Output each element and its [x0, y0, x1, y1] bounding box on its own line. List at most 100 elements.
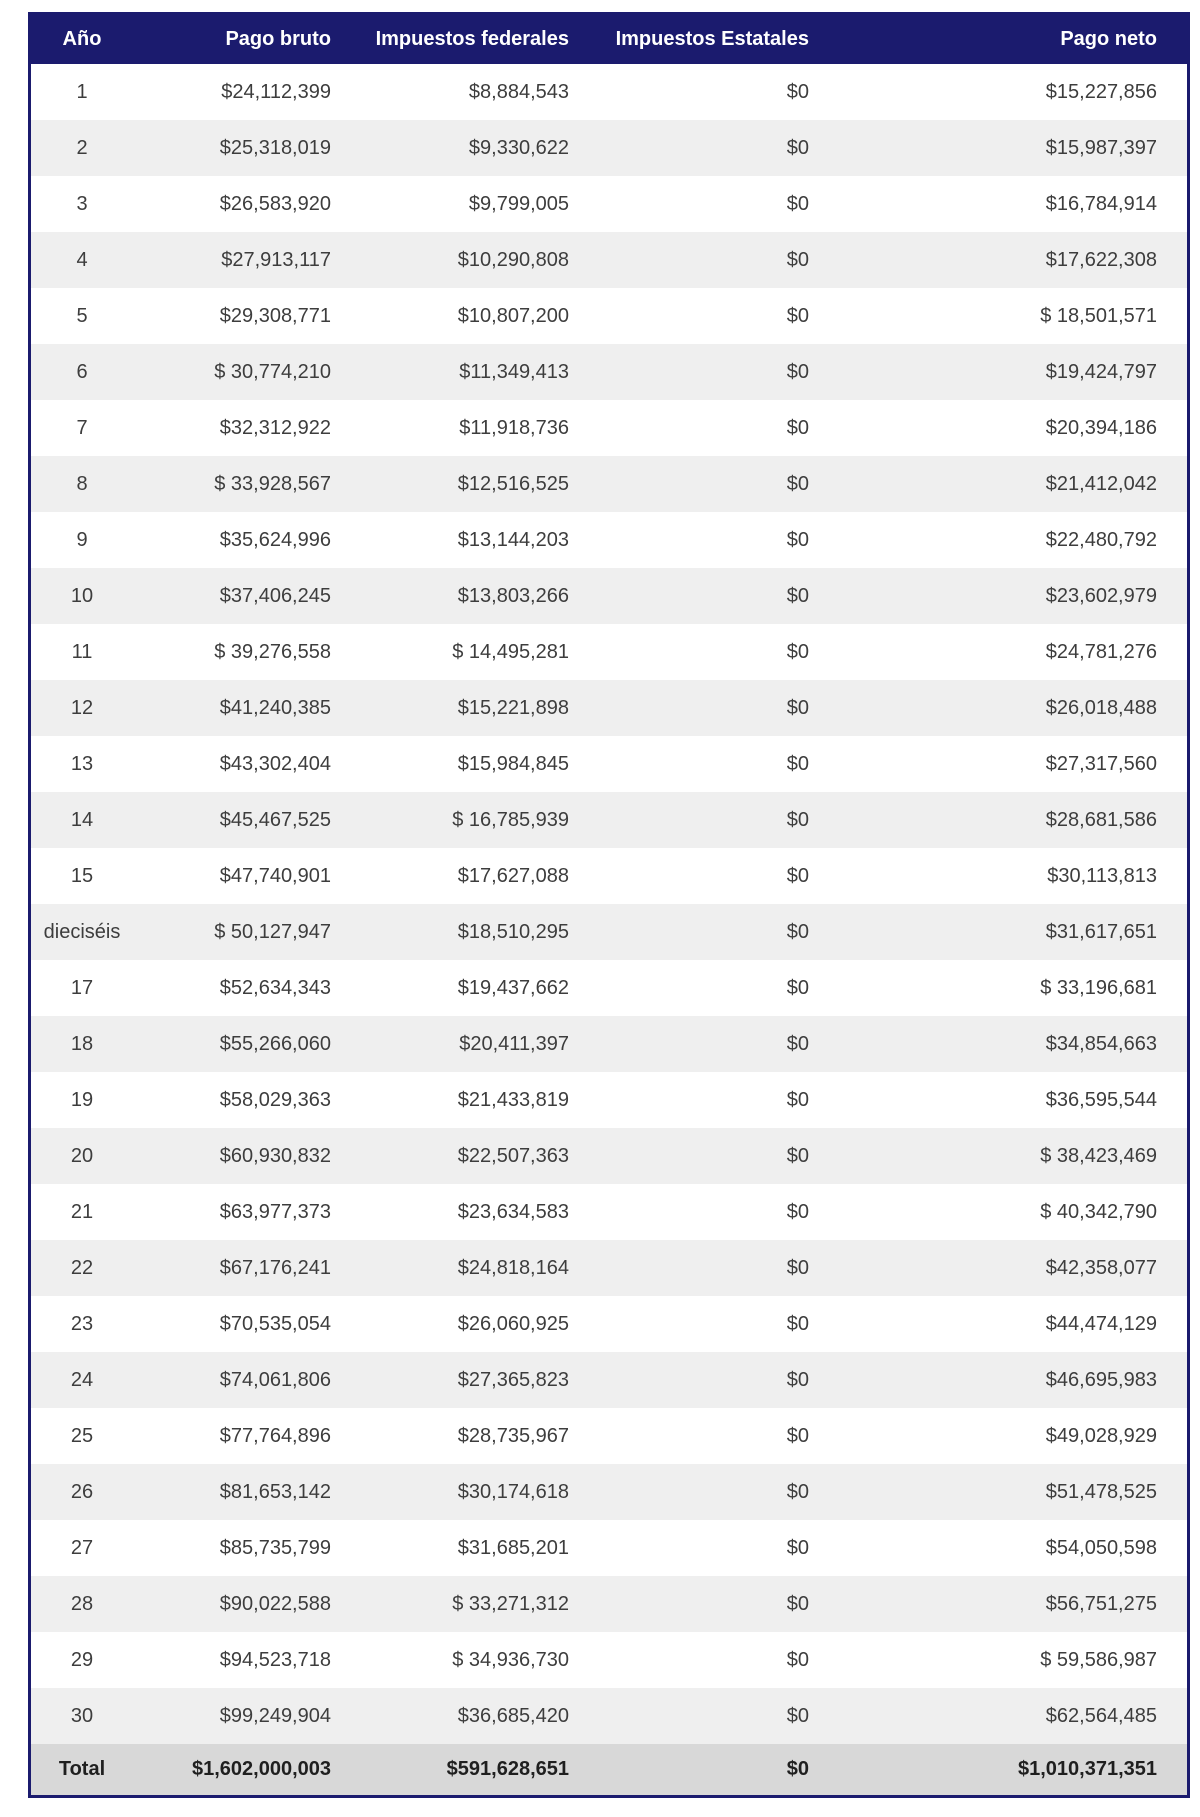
table-row: 22 $67,176,241 $24,818,164 $0 $42,358,077	[31, 1240, 1187, 1296]
federal-tax-cell: $10,290,808	[457, 248, 569, 271]
net-pay-cell: $31,617,651	[1045, 920, 1157, 943]
year-cell: 18	[70, 1032, 94, 1055]
year-cell: 3	[76, 192, 88, 215]
gross-pay-cell: $55,266,060	[219, 1032, 331, 1055]
year-cell: 11	[71, 640, 93, 663]
gross-pay-cell: $41,240,385	[219, 696, 331, 719]
year-cell: 21	[70, 1200, 94, 1223]
net-pay-cell: $ 18,501,571	[1040, 304, 1157, 327]
net-pay-cell: $ 59,586,987	[1040, 1648, 1157, 1671]
federal-tax-cell: $8,884,543	[468, 80, 569, 103]
year-cell: 6	[76, 360, 88, 383]
state-tax-cell: $0	[786, 584, 809, 607]
net-pay-cell: $20,394,186	[1045, 416, 1157, 439]
total-federal-tax-cell: $591,628,651	[446, 1758, 569, 1780]
state-tax-cell: $0	[786, 1424, 809, 1447]
federal-tax-cell: $15,984,845	[457, 752, 569, 775]
gross-pay-cell: $77,764,896	[219, 1424, 331, 1447]
year-cell: 1	[76, 80, 88, 103]
state-tax-cell: $0	[786, 416, 809, 439]
table-row: 18 $55,266,060 $20,411,397 $0 $34,854,663	[31, 1016, 1187, 1072]
year-cell: 24	[70, 1368, 94, 1391]
federal-tax-cell: $22,507,363	[457, 1144, 569, 1167]
state-tax-cell: $0	[786, 528, 809, 551]
federal-tax-cell: $10,807,200	[457, 304, 569, 327]
table-row: 21 $63,977,373 $23,634,583 $0 $ 40,342,790	[31, 1184, 1187, 1240]
federal-tax-cell: $31,685,201	[457, 1536, 569, 1559]
net-pay-cell: $62,564,485	[1045, 1704, 1157, 1727]
net-pay-cell: $30,113,813	[1047, 864, 1157, 887]
table-body: 1 $24,112,399 $8,884,543 $0 $15,227,856 2 $25,…	[31, 64, 1187, 1795]
year-cell: 19	[70, 1088, 94, 1111]
gross-pay-cell: $ 33,928,567	[214, 472, 331, 495]
federal-tax-cell: $19,437,662	[457, 976, 569, 999]
net-pay-cell: $ 33,196,681	[1040, 976, 1157, 999]
total-label: Total	[58, 1758, 106, 1780]
state-tax-cell: $0	[786, 1368, 809, 1391]
table-row: 17 $52,634,343 $19,437,662 $0 $ 33,196,681	[31, 960, 1187, 1016]
total-row: Total $1,602,000,003 $591,628,651 $0 $1,010,…	[31, 1744, 1187, 1795]
year-cell: 5	[76, 304, 88, 327]
gross-pay-cell: $26,583,920	[219, 192, 331, 215]
year-cell: 12	[70, 696, 94, 719]
payments-table: Año Pago bruto Impuestos federales Impuesto…	[31, 15, 1187, 1795]
federal-tax-cell: $9,799,005	[468, 192, 569, 215]
gross-pay-cell: $90,022,588	[219, 1592, 331, 1615]
table-row: 13 $43,302,404 $15,984,845 $0 $27,317,560	[31, 736, 1187, 792]
gross-pay-cell: $47,740,901	[219, 864, 331, 887]
net-pay-cell: $56,751,275	[1045, 1592, 1157, 1615]
table-row: 25 $77,764,896 $28,735,967 $0 $49,028,929	[31, 1408, 1187, 1464]
gross-pay-cell: $58,029,363	[219, 1088, 331, 1111]
state-tax-cell: $0	[786, 1032, 809, 1055]
state-tax-cell: $0	[786, 472, 809, 495]
federal-tax-cell: $13,803,266	[457, 584, 569, 607]
year-cell: 20	[70, 1144, 94, 1167]
year-cell: dieciséis	[43, 920, 121, 943]
gross-pay-cell: $94,523,718	[219, 1648, 331, 1671]
column-header-net-pay: Pago neto	[819, 15, 1187, 64]
gross-pay-cell: $35,624,996	[219, 528, 331, 551]
state-tax-cell: $0	[786, 976, 809, 999]
table-header-row: Año Pago bruto Impuestos federales Impuesto…	[31, 15, 1187, 64]
state-tax-cell: $0	[786, 920, 809, 943]
federal-tax-cell: $36,685,420	[457, 1704, 569, 1727]
table-row: 1 $24,112,399 $8,884,543 $0 $15,227,856	[31, 64, 1187, 120]
state-tax-cell: $0	[786, 696, 809, 719]
column-header-year: Año	[31, 15, 133, 64]
federal-tax-cell: $13,144,203	[457, 528, 569, 551]
gross-pay-cell: $85,735,799	[219, 1536, 331, 1559]
federal-tax-cell: $21,433,819	[457, 1088, 569, 1111]
table-row: 24 $74,061,806 $27,365,823 $0 $46,695,983	[31, 1352, 1187, 1408]
state-tax-cell: $0	[786, 1312, 809, 1335]
gross-pay-cell: $52,634,343	[219, 976, 331, 999]
state-tax-cell: $0	[786, 808, 809, 831]
state-tax-cell: $0	[786, 1480, 809, 1503]
net-pay-cell: $ 40,342,790	[1040, 1200, 1157, 1223]
net-pay-cell: $22,480,792	[1045, 528, 1157, 551]
federal-tax-cell: $11,918,736	[459, 416, 569, 439]
year-cell: 13	[70, 752, 94, 775]
year-cell: 27	[70, 1536, 94, 1559]
net-pay-cell: $19,424,797	[1045, 360, 1157, 383]
table-row: 20 $60,930,832 $22,507,363 $0 $ 38,423,469	[31, 1128, 1187, 1184]
table-row: 9 $35,624,996 $13,144,203 $0 $22,480,792	[31, 512, 1187, 568]
year-cell: 15	[70, 864, 94, 887]
net-pay-cell: $44,474,129	[1045, 1312, 1157, 1335]
net-pay-cell: $17,622,308	[1045, 248, 1157, 271]
year-cell: 8	[76, 472, 88, 495]
net-pay-cell: $46,695,983	[1045, 1368, 1157, 1391]
federal-tax-cell: $28,735,967	[457, 1424, 569, 1447]
state-tax-cell: $0	[786, 1536, 809, 1559]
year-cell: 10	[70, 584, 94, 607]
column-header-gross-pay: Pago bruto	[133, 15, 341, 64]
year-cell: 7	[76, 416, 88, 439]
net-pay-cell: $28,681,586	[1045, 808, 1157, 831]
net-pay-cell: $34,854,663	[1045, 1032, 1157, 1055]
year-cell: 26	[70, 1480, 94, 1503]
table-row: 10 $37,406,245 $13,803,266 $0 $23,602,979	[31, 568, 1187, 624]
gross-pay-cell: $45,467,525	[219, 808, 331, 831]
gross-pay-cell: $27,913,117	[221, 248, 331, 271]
gross-pay-cell: $29,308,771	[219, 304, 331, 327]
state-tax-cell: $0	[786, 1256, 809, 1279]
year-cell: 30	[70, 1704, 94, 1727]
